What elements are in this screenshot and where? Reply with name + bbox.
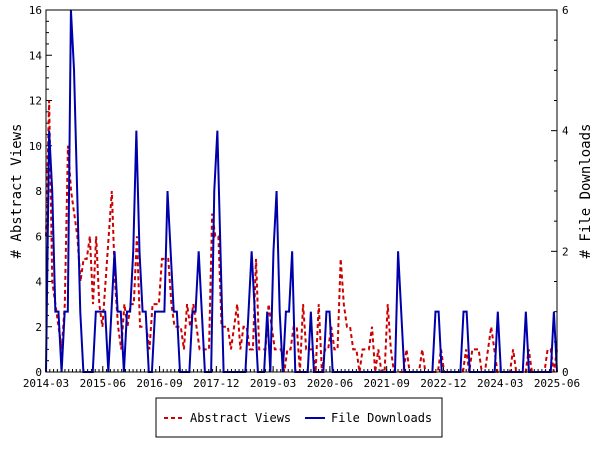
x-tick-label: 2021-09	[363, 377, 409, 390]
x-tick-label: 2024-03	[477, 377, 523, 390]
x-tick-label: 2022-12	[420, 377, 466, 390]
plot-area-frame	[45, 9, 558, 373]
y2-tick-label: 6	[562, 4, 569, 17]
y2-axis-title: # File Downloads	[578, 124, 594, 259]
y2-tick-label: 0	[562, 366, 569, 379]
legend-label-file-downloads: File Downloads	[331, 411, 432, 425]
x-tick-label: 2025-06	[534, 377, 580, 390]
x-tick-label: 2020-06	[307, 377, 353, 390]
y-tick-label: 4	[35, 276, 42, 289]
x-tick-label: 2016-09	[136, 377, 182, 390]
y2-tick-label: 4	[562, 125, 569, 138]
y-tick-label: 0	[35, 366, 42, 379]
legend-label-abstract-views: Abstract Views	[190, 411, 291, 425]
x-tick-label: 2019-03	[250, 377, 296, 390]
y-tick-label: 8	[35, 185, 42, 198]
legend: Abstract Views File Downloads	[155, 397, 443, 438]
y-tick-label: 6	[35, 230, 42, 243]
y-tick-label: 14	[29, 49, 43, 62]
y-tick-label: 12	[29, 95, 42, 108]
y2-tick-label: 2	[562, 245, 569, 258]
y-tick-label: 2	[35, 321, 42, 334]
legend-box	[155, 397, 443, 438]
y-tick-label: 10	[29, 140, 42, 153]
y-tick-label: 16	[29, 4, 42, 17]
x-tick-label: 2015-06	[80, 377, 126, 390]
y-axis-title: # Abstract Views	[9, 124, 25, 259]
x-tick-label: 2017-12	[193, 377, 239, 390]
x-tick-label: 2014-03	[23, 377, 69, 390]
